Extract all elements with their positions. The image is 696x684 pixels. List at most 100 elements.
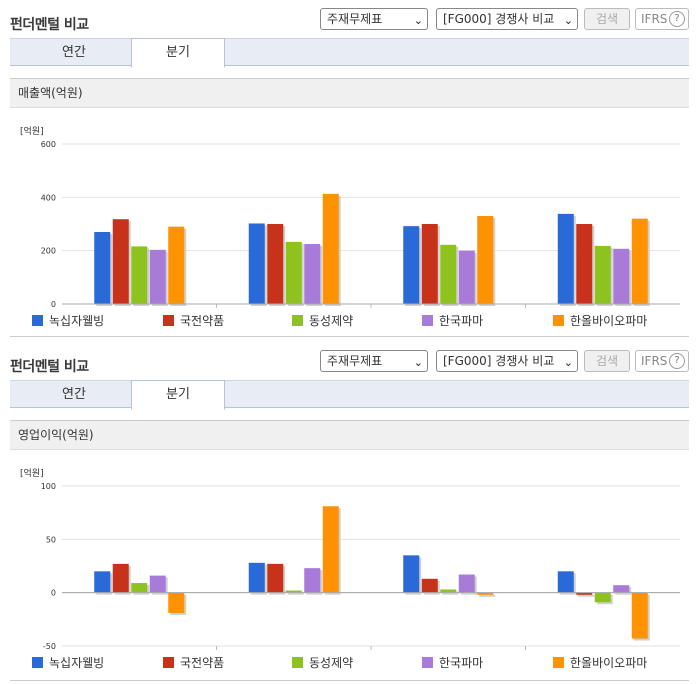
bar [267, 224, 284, 304]
bar [248, 223, 265, 304]
bar [322, 506, 339, 593]
bar [403, 555, 420, 593]
bar [248, 562, 265, 593]
period-tabs: 연간 분기 [10, 38, 689, 68]
statement-select[interactable]: 주재무제표 ⌄ [320, 350, 428, 372]
legend-label: 한올바이오파마 [570, 314, 648, 328]
bar [421, 224, 438, 304]
bar [168, 592, 185, 613]
bar [631, 592, 648, 639]
bar [576, 224, 593, 304]
group-select[interactable]: [FG000] 경쟁사 비교 ⌄ [436, 8, 578, 30]
bar [458, 574, 475, 593]
chart-legend: 녹십자웰빙 국전약품 동성제약 한국파마 한올바이오파마 [10, 310, 689, 332]
legend-label: 한올바이오파마 [570, 656, 648, 670]
group-select-value: [FG000] 경쟁사 비교 [443, 354, 555, 368]
bar [168, 226, 185, 304]
y-tick-label: 200 [41, 247, 56, 256]
group-select[interactable]: [FG000] 경쟁사 비교 ⌄ [436, 350, 578, 372]
bar [613, 248, 630, 304]
tab-quarterly[interactable]: 분기 [131, 380, 225, 410]
bar [477, 592, 494, 595]
bar [631, 218, 648, 304]
legend-item[interactable]: 한국파마 [422, 310, 483, 332]
bar [112, 219, 129, 304]
bar [304, 568, 321, 593]
tab-annual[interactable]: 연간 [62, 45, 86, 60]
bar [112, 563, 129, 593]
bar-shadow [287, 592, 304, 595]
fundamental-section-operating-profit: 펀더멘털 비교 주재무제표 ⌄ [FG000] 경쟁사 비교 ⌄ 검색 IFRS… [0, 350, 696, 684]
legend-item[interactable]: 동성제약 [292, 652, 353, 674]
bar [421, 578, 438, 593]
bar [576, 592, 593, 595]
legend-item[interactable]: 녹십자웰빙 [32, 310, 104, 332]
legend-swatch [163, 657, 174, 668]
tab-annual[interactable]: 연간 [62, 387, 86, 402]
bar [594, 245, 611, 304]
bar [285, 590, 302, 593]
legend-label: 국전약품 [180, 656, 225, 670]
legend-label: 동성제약 [309, 314, 354, 328]
y-tick-label: 0 [51, 300, 56, 308]
chevron-down-icon: ⌄ [413, 14, 423, 27]
bar [131, 583, 148, 593]
y-tick-label: 0 [51, 589, 56, 598]
bar [322, 193, 339, 304]
divider [10, 680, 689, 681]
statement-select[interactable]: 주재무제표 ⌄ [320, 8, 428, 30]
legend-label: 한국파마 [439, 656, 484, 670]
ifrs-button[interactable]: IFRS ? [635, 8, 689, 30]
section-title: 펀더멘털 비교 [10, 17, 89, 33]
chart-title: 영업이익(억원) [10, 420, 689, 450]
legend-swatch [292, 315, 303, 326]
legend-item[interactable]: 국전약품 [163, 652, 224, 674]
legend-swatch [32, 657, 43, 668]
divider [10, 336, 689, 337]
search-button[interactable]: 검색 [584, 350, 630, 372]
bar [477, 216, 494, 304]
search-button[interactable]: 검색 [584, 8, 630, 30]
bar [94, 232, 111, 304]
bar-shadow [578, 594, 595, 597]
help-icon[interactable]: ? [669, 353, 685, 369]
ifrs-button[interactable]: IFRS ? [635, 350, 689, 372]
legend-item[interactable]: 한올바이오파마 [553, 652, 647, 674]
statement-select-value: 주재무제표 [327, 354, 383, 368]
chevron-down-icon: ⌄ [413, 356, 423, 369]
y-tick-label: -50 [43, 642, 56, 650]
bar [131, 246, 148, 304]
legend-item[interactable]: 국전약품 [163, 310, 224, 332]
bar [94, 571, 111, 593]
statement-select-value: 주재무제표 [327, 12, 383, 26]
operating-profit-chart: [억원]-500501002023/032023/062023/092023/1… [20, 467, 680, 650]
group-select-value: [FG000] 경쟁사 비교 [443, 12, 555, 26]
section-title: 펀더멘털 비교 [10, 359, 89, 375]
y-tick-label: 600 [41, 140, 56, 149]
fundamental-section-revenue: 펀더멘털 비교 주재무제표 ⌄ [FG000] 경쟁사 비교 ⌄ 검색 IFRS… [0, 8, 696, 338]
legend-label: 국전약품 [180, 314, 225, 328]
tab-quarterly[interactable]: 분기 [131, 38, 225, 68]
bar [458, 250, 475, 304]
y-tick-label: 100 [41, 482, 56, 491]
legend-item[interactable]: 녹십자웰빙 [32, 652, 104, 674]
legend-swatch [553, 315, 564, 326]
chevron-down-icon: ⌄ [563, 14, 573, 27]
legend-swatch [553, 657, 564, 668]
y-tick-label: 50 [46, 535, 56, 544]
bar [557, 571, 574, 593]
legend-label: 한국파마 [439, 314, 484, 328]
legend-item[interactable]: 한국파마 [422, 652, 483, 674]
legend-label: 녹십자웰빙 [49, 314, 105, 328]
legend-label: 동성제약 [309, 656, 354, 670]
ifrs-label: IFRS [641, 12, 668, 26]
bar [285, 241, 302, 304]
help-icon[interactable]: ? [669, 11, 685, 27]
period-tabs: 연간 분기 [10, 380, 689, 410]
y-unit-label: [억원] [20, 125, 44, 137]
chevron-down-icon: ⌄ [563, 356, 573, 369]
chart-title: 매출액(억원) [10, 78, 689, 108]
ifrs-label: IFRS [641, 354, 668, 368]
legend-item[interactable]: 한올바이오파마 [553, 310, 647, 332]
legend-item[interactable]: 동성제약 [292, 310, 353, 332]
